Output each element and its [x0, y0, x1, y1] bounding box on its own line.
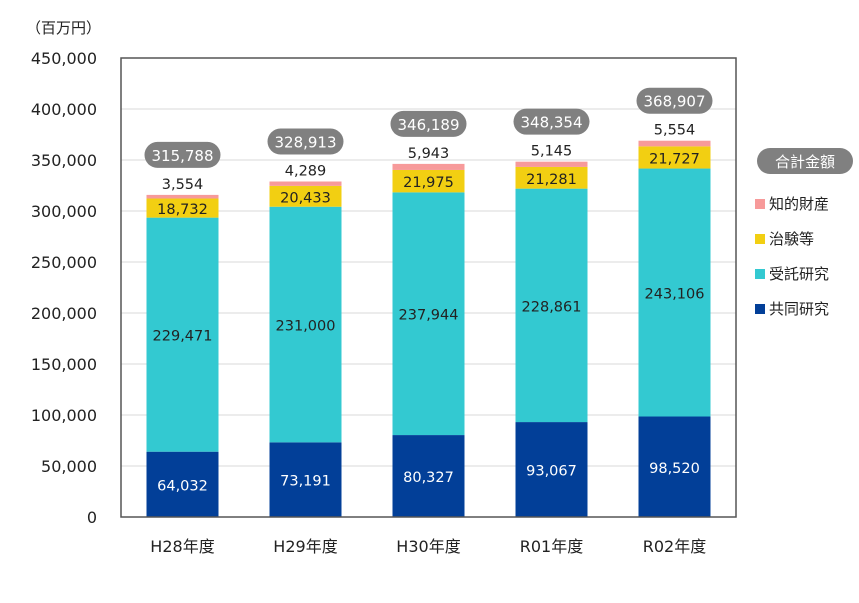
- bars: [146, 140, 711, 517]
- bar-segment: [515, 166, 588, 189]
- bar-segment: [515, 188, 588, 423]
- total-pill: [144, 141, 221, 168]
- data-label: 237,944: [399, 308, 459, 324]
- y-tick-label: 450,000: [31, 49, 97, 68]
- bar-segment: [392, 435, 465, 517]
- legend-label: 受託研究: [769, 265, 829, 283]
- data-label: 21,975: [403, 175, 454, 191]
- data-labels: 64,032 229,471 18,732 3,554 73,191 231,000 20,…: [153, 123, 705, 495]
- bar-segment: [392, 163, 465, 170]
- legend-label: 共同研究: [769, 300, 829, 318]
- total-label: 346,189: [397, 116, 459, 134]
- y-tick-label: 100,000: [31, 406, 97, 425]
- bar-segment: [146, 194, 219, 199]
- total-pill: [267, 128, 344, 155]
- bar-segment: [638, 140, 711, 147]
- total-label: 368,907: [643, 93, 705, 111]
- y-tick-label: 200,000: [31, 304, 97, 323]
- x-tick-label: H28年度: [150, 537, 214, 556]
- legend-swatch: [755, 234, 765, 244]
- data-label: 3,554: [162, 177, 204, 193]
- y-tick-label: 400,000: [31, 100, 97, 119]
- data-label: 18,732: [157, 202, 208, 218]
- y-axis-unit-label: （百万円）: [26, 19, 101, 37]
- data-label: 64,032: [157, 478, 208, 494]
- y-axis-ticks: 0 50,000 100,000 150,000 200,000 250,000 300,0…: [31, 49, 97, 527]
- bar-segment: [269, 181, 342, 186]
- y-tick-label: 350,000: [31, 151, 97, 170]
- data-label: 229,471: [153, 329, 213, 345]
- total-pill: [513, 108, 590, 135]
- bar-segment: [392, 192, 465, 436]
- bar-segment: [638, 416, 711, 517]
- y-tick-label: 50,000: [41, 457, 97, 476]
- y-tick-label: 250,000: [31, 253, 97, 272]
- legend-title: 合計金額: [775, 153, 835, 171]
- x-axis-categories: H28年度 H29年度 H30年度 R01年度 R02年度: [150, 537, 706, 556]
- total-pill: [390, 110, 467, 137]
- data-label: 20,433: [280, 190, 331, 206]
- legend-swatch: [755, 199, 765, 209]
- total-labels: 315,788 328,913 346,189 348,354 368,907: [144, 87, 713, 168]
- data-label: 80,327: [403, 470, 454, 486]
- y-tick-label: 150,000: [31, 355, 97, 374]
- data-label: 243,106: [645, 287, 705, 303]
- data-label: 5,943: [408, 146, 450, 162]
- legend-total-pill: [757, 148, 853, 174]
- legend-label: 知的財産: [769, 195, 829, 213]
- x-tick-label: H29年度: [273, 537, 337, 556]
- data-label: 228,861: [522, 299, 582, 315]
- x-tick-label: R01年度: [520, 537, 583, 556]
- x-tick-label: R02年度: [643, 537, 706, 556]
- bar-segment: [392, 169, 465, 193]
- data-label: 21,281: [526, 172, 577, 188]
- data-label: 4,289: [285, 164, 327, 180]
- total-label: 348,354: [520, 114, 582, 132]
- legend-swatch: [755, 269, 765, 279]
- bar-segment: [269, 185, 342, 207]
- legend-label: 治験等: [769, 230, 814, 248]
- y-tick-label: 300,000: [31, 202, 97, 221]
- data-label: 5,554: [654, 123, 696, 139]
- y-tick-label: 0: [87, 508, 97, 527]
- data-label: 98,520: [649, 461, 700, 477]
- total-pill: [636, 87, 713, 114]
- legend-swatch: [755, 304, 765, 314]
- data-label: 73,191: [280, 474, 331, 490]
- data-label: 93,067: [526, 464, 577, 480]
- bar-segment: [515, 161, 588, 167]
- data-label: 5,145: [531, 144, 573, 160]
- bar-segment: [269, 206, 342, 443]
- bar-segment: [146, 451, 219, 517]
- plot-area-frame: [120, 57, 737, 518]
- data-label: 21,727: [649, 151, 700, 167]
- bar-segment: [146, 217, 219, 452]
- total-label: 315,788: [151, 147, 213, 165]
- x-tick-label: H30年度: [396, 537, 460, 556]
- total-label: 328,913: [274, 134, 336, 152]
- data-label: 231,000: [276, 319, 336, 335]
- bar-segment: [515, 422, 588, 517]
- bar-segment: [146, 198, 219, 218]
- bar-segment: [269, 442, 342, 517]
- bar-segment: [638, 146, 711, 169]
- bar-segment: [638, 168, 711, 417]
